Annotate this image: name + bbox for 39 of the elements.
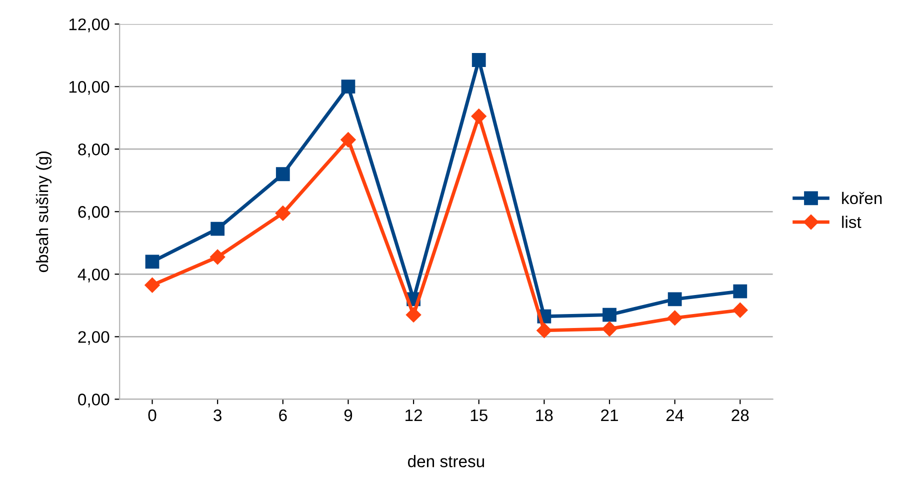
point xyxy=(733,284,748,298)
y-tick-label: 8,00 xyxy=(78,144,110,158)
point xyxy=(667,310,682,326)
legend-label: kořen xyxy=(842,192,882,204)
point xyxy=(210,249,226,265)
point xyxy=(471,108,486,124)
point xyxy=(341,80,356,94)
y-tick-label: 10,00 xyxy=(69,80,110,95)
y-tick-label: 0,00 xyxy=(78,394,110,408)
point xyxy=(602,308,616,322)
x-tick-label: 0 xyxy=(148,409,156,422)
y-axis-title: obsah sušiny (g) xyxy=(36,152,52,272)
y-tick-label: 6,00 xyxy=(78,206,110,220)
point xyxy=(668,292,682,306)
point xyxy=(144,278,160,293)
point xyxy=(145,254,160,269)
point xyxy=(210,222,225,236)
point xyxy=(406,307,422,322)
x-tick-label: 12 xyxy=(406,409,422,422)
y-tick-label: 4,00 xyxy=(78,268,110,282)
x-tick-label: 3 xyxy=(214,409,222,422)
y-tick-label: 12,00 xyxy=(69,18,110,32)
point xyxy=(276,167,290,182)
x-tick-label: 21 xyxy=(601,409,618,422)
point xyxy=(602,321,618,336)
y-tick-label: 2,00 xyxy=(78,331,110,345)
x-tick-label: 9 xyxy=(344,409,352,422)
point xyxy=(472,53,486,67)
point xyxy=(536,322,552,338)
x-tick-label: 24 xyxy=(666,409,684,422)
x-tick-label: 6 xyxy=(279,409,287,422)
point xyxy=(732,302,748,318)
x-tick-label: 18 xyxy=(536,409,553,422)
point xyxy=(275,206,290,221)
x-axis-title: den stresu xyxy=(408,455,484,468)
point xyxy=(340,132,356,148)
x-tick-label: 15 xyxy=(470,410,488,422)
x-tick-label: 28 xyxy=(732,409,749,422)
legend-label: list xyxy=(842,216,862,228)
